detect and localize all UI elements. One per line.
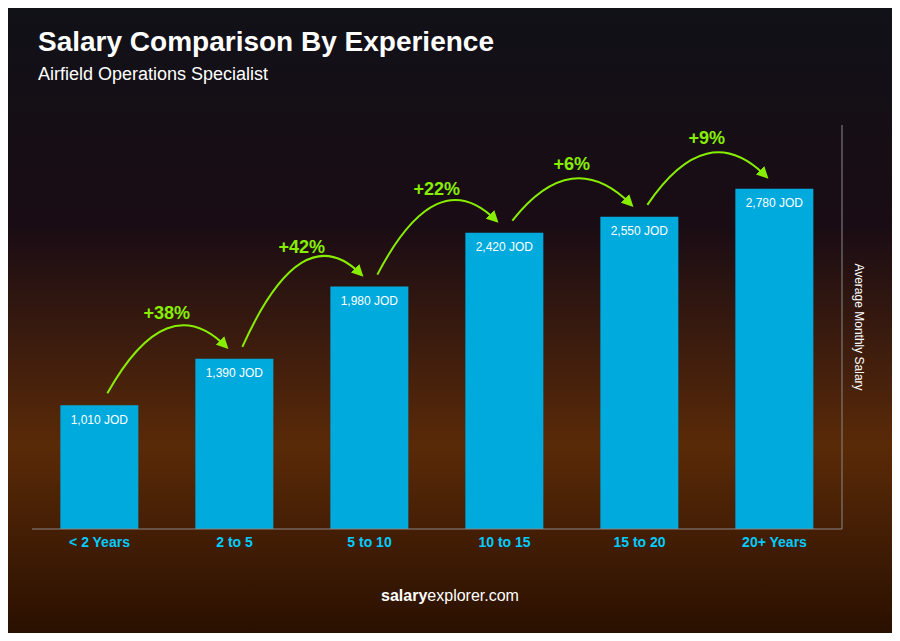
html-text:Salary Comparison By Experienc: Salary Comparison By Experience xyxy=(38,26,494,57)
svg-text:2,550 JOD: 2,550 JOD xyxy=(611,224,669,238)
svg-text:2 to 5: 2 to 5 xyxy=(216,534,253,550)
svg-text:5 to 10: 5 to 10 xyxy=(347,534,392,550)
svg-text:2,780 JOD: 2,780 JOD xyxy=(746,196,804,210)
html-text:salary explorer.com: salary explorer.com xyxy=(381,587,519,604)
svg-text:20+ Years: 20+ Years xyxy=(742,534,807,550)
svg-text:+6%: +6% xyxy=(554,154,591,174)
svg-text:< 2 Years: < 2 Years xyxy=(69,534,130,550)
svg-text:Average Monthly Salary: Average Monthly Salary xyxy=(852,263,866,390)
svg-text:+42%: +42% xyxy=(279,237,326,257)
svg-text:15 to 20: 15 to 20 xyxy=(613,534,665,550)
svg-text:+9%: +9% xyxy=(689,128,726,148)
svg-text:1,980 JOD: 1,980 JOD xyxy=(341,294,399,308)
svg-text:10 to 15: 10 to 15 xyxy=(478,534,530,550)
svg-text:1,390 JOD: 1,390 JOD xyxy=(206,366,264,380)
svg-text:+38%: +38% xyxy=(144,303,191,323)
svg-text:2,420 JOD: 2,420 JOD xyxy=(476,240,534,254)
html-text:Airfield Operations Specialist: Airfield Operations Specialist xyxy=(38,64,269,84)
svg-text:1,010 JOD: 1,010 JOD xyxy=(71,413,129,427)
svg-text:+22%: +22% xyxy=(414,179,461,199)
